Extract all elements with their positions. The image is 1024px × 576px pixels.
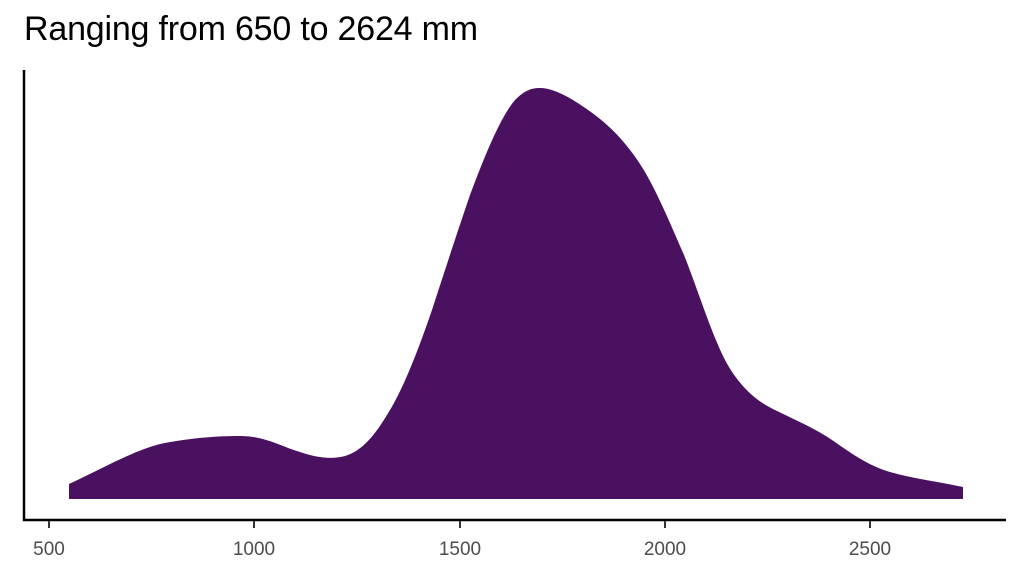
x-tick-label: 2000 bbox=[644, 539, 686, 560]
x-tick-label: 500 bbox=[33, 539, 65, 560]
x-tick-label: 1500 bbox=[439, 539, 481, 560]
x-axis-ticks bbox=[48, 521, 871, 528]
chart-title: Ranging from 650 to 2624 mm bbox=[24, 10, 478, 48]
x-tick-label: 1000 bbox=[233, 539, 275, 560]
x-tick-label: 2500 bbox=[849, 539, 891, 560]
density-area bbox=[69, 88, 963, 499]
